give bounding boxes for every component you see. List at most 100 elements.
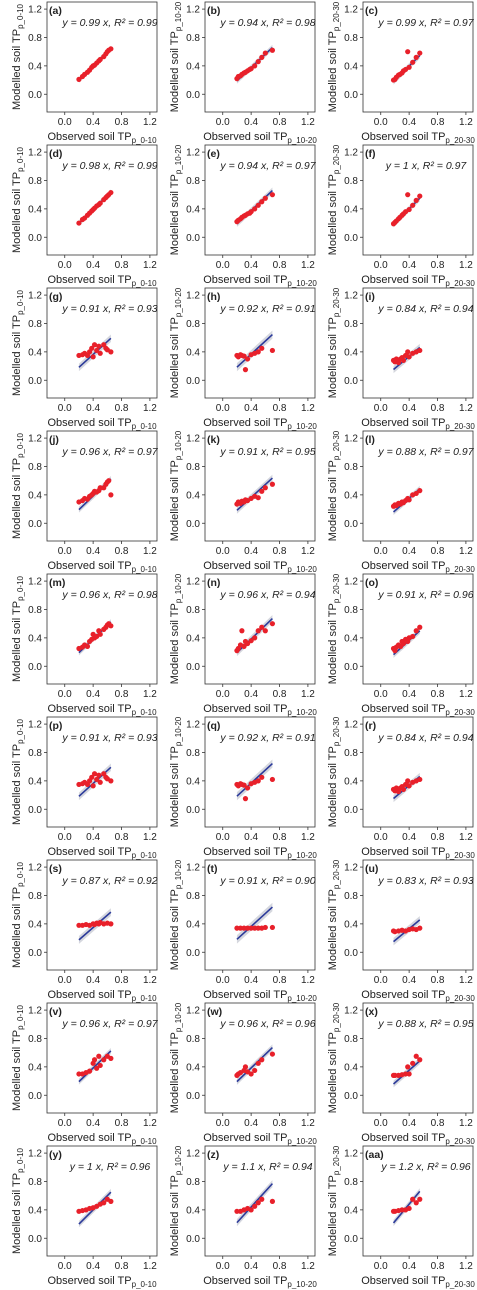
x-tick-label: 0.8 (431, 832, 445, 843)
equation-label: y = 1 x, R² = 0.96 (69, 1161, 151, 1173)
panel-label: (a) (49, 5, 62, 17)
x-tick-label: 0.0 (58, 1261, 72, 1272)
y-tick-label: 1.2 (28, 863, 42, 874)
data-point (101, 1200, 107, 1206)
y-axis-label: Modelled soil TPp_10-20 (169, 144, 183, 255)
x-tick-label: 0.0 (58, 117, 72, 128)
x-tick-label: 0.0 (216, 1261, 230, 1272)
chart-panel-y: 0.0 0.0 0.4 0.4 0.8 0.8 1.2 1.2 (y) y = 1 x, R² =… (11, 1145, 158, 1289)
panel-label: (aa) (365, 1149, 384, 1161)
y-tick-label: 0.0 (344, 948, 358, 959)
y-tick-label: 0.8 (28, 1177, 42, 1188)
x-tick-label: 0.8 (273, 260, 287, 271)
x-tick-label: 0.0 (216, 1118, 230, 1129)
y-tick-label: 0.0 (28, 805, 42, 816)
equation-label: y = 0.91 x, R² = 0.96 (377, 589, 473, 601)
y-axis-label: Modelled soil TPp_0-10 (11, 1004, 25, 1111)
y-tick-label: 0.8 (344, 462, 358, 473)
y-tick-label: 1.2 (344, 577, 358, 588)
x-axis-label: Observed soil TPp_20-30 (361, 1275, 475, 1289)
x-tick-label: 0.4 (86, 117, 100, 128)
data-point (269, 776, 276, 783)
y-tick-label: 0.4 (28, 347, 42, 358)
data-point (417, 193, 423, 199)
y-tick-label: 0.4 (186, 1205, 200, 1216)
x-tick-label: 0.8 (115, 117, 129, 128)
x-tick-label: 0.4 (244, 403, 258, 414)
x-axis-label: Observed soil TPp_20-30 (361, 846, 475, 860)
y-tick-label: 0.4 (186, 1062, 200, 1073)
data-point (255, 202, 261, 208)
x-tick-label: 1.2 (459, 832, 473, 843)
plot-frame (362, 144, 474, 256)
y-tick-label: 0.4 (186, 919, 200, 930)
y-axis-label: Modelled soil TPp_0-10 (11, 718, 25, 825)
y-tick-label: 0.0 (186, 376, 200, 387)
x-tick-label: 1.2 (301, 832, 315, 843)
x-tick-label: 1.2 (143, 689, 157, 700)
x-axis-label: Observed soil TPp_20-30 (361, 1132, 475, 1146)
plot-frame (46, 859, 158, 971)
y-tick-label: 0.0 (28, 519, 42, 530)
x-tick-label: 0.4 (86, 689, 100, 700)
chart-panel-u: 0.0 0.0 0.4 0.4 0.8 0.8 1.2 1.2 (u)y = 0.83 x, R… (327, 859, 475, 1003)
x-tick-label: 1.2 (301, 689, 315, 700)
x-tick-label: 0.4 (402, 689, 416, 700)
y-tick-label: 0.8 (28, 605, 42, 616)
x-tick-label: 0.4 (244, 1261, 258, 1272)
x-axis-label: Observed soil TPp_0-10 (47, 131, 157, 145)
x-tick-label: 0.8 (115, 1118, 129, 1129)
y-tick-label: 0.0 (344, 805, 358, 816)
x-tick-label: 1.2 (143, 403, 157, 414)
x-tick-label: 0.4 (86, 832, 100, 843)
data-point (413, 1053, 419, 1059)
x-tick-label: 0.8 (273, 1118, 287, 1129)
y-tick-label: 0.4 (28, 204, 42, 215)
y-tick-label: 0.4 (344, 347, 358, 358)
x-tick-label: 1.2 (143, 117, 157, 128)
equation-label: y = 0.91 x, R² = 0.93 (61, 732, 157, 744)
x-tick-label: 0.0 (216, 832, 230, 843)
y-tick-label: 0.8 (28, 176, 42, 187)
x-axis-label: Observed soil TPp_20-30 (361, 703, 475, 717)
x-tick-label: 0.0 (374, 117, 388, 128)
data-point (248, 638, 254, 644)
equation-label: y = 0.94 x, R² = 0.97 (219, 160, 316, 172)
y-tick-label: 0.4 (344, 633, 358, 644)
y-tick-label: 0.8 (186, 176, 200, 187)
data-point (406, 64, 412, 70)
data-point (101, 1057, 107, 1063)
x-tick-label: 0.8 (431, 689, 445, 700)
y-tick-label: 0.8 (186, 1177, 200, 1188)
chart-panel-q: 0.0 0.0 0.4 0.4 0.8 0.8 1.2 1.2 (q)y = 0.92 x, R… (169, 716, 317, 860)
chart-panel-o: 0.0 0.0 0.4 0.4 0.8 0.8 1.2 1.2 (o)y = 0.91 x, R… (327, 573, 475, 717)
y-tick-label: 1.2 (28, 434, 42, 445)
chart-panel-s: 0.0 0.0 0.4 0.4 0.8 0.8 1.2 1.2 (s)y = 0.87 x, R… (11, 859, 158, 1003)
x-tick-label: 0.8 (273, 975, 287, 986)
plot-frame (46, 430, 158, 542)
chart-panel-t: 0.0 0.0 0.4 0.4 0.8 0.8 1.2 1.2 (t)y = 0.91 x, R… (169, 859, 317, 1003)
y-tick-label: 1.2 (344, 1149, 358, 1160)
y-tick-label: 0.0 (186, 1234, 200, 1245)
plot-frame (362, 573, 474, 685)
x-axis-label: Observed soil TPp_0-10 (47, 560, 157, 574)
x-tick-label: 0.8 (115, 689, 129, 700)
x-axis-label: Observed soil TPp_10-20 (203, 274, 317, 288)
x-tick-label: 0.8 (431, 260, 445, 271)
data-point (417, 776, 423, 783)
chart-panel-l: 0.0 0.0 0.4 0.4 0.8 0.8 1.2 1.2 (l)y = 0.88 x, R… (327, 430, 475, 574)
data-point (262, 195, 268, 201)
y-tick-label: 1.2 (186, 5, 200, 16)
y-tick-label: 0.4 (28, 919, 42, 930)
panel-label: (c) (365, 5, 378, 17)
chart-panel-x: 0.0 0.0 0.4 0.4 0.8 0.8 1.2 1.2 (x)y = 0.88 x, R… (327, 1002, 475, 1146)
y-axis-label: Modelled soil TPp_0-10 (11, 3, 25, 110)
x-tick-label: 1.2 (143, 546, 157, 557)
y-axis-label: Modelled soil TPp_10-20 (169, 1, 183, 112)
y-axis-label: Modelled soil TPp_10-20 (169, 287, 183, 398)
x-axis-label: Observed soil TPp_0-10 (47, 703, 157, 717)
plot-frame (204, 1002, 316, 1114)
x-tick-label: 0.4 (244, 832, 258, 843)
data-point (269, 47, 276, 53)
x-axis-label: Observed soil TPp_10-20 (203, 1275, 317, 1289)
